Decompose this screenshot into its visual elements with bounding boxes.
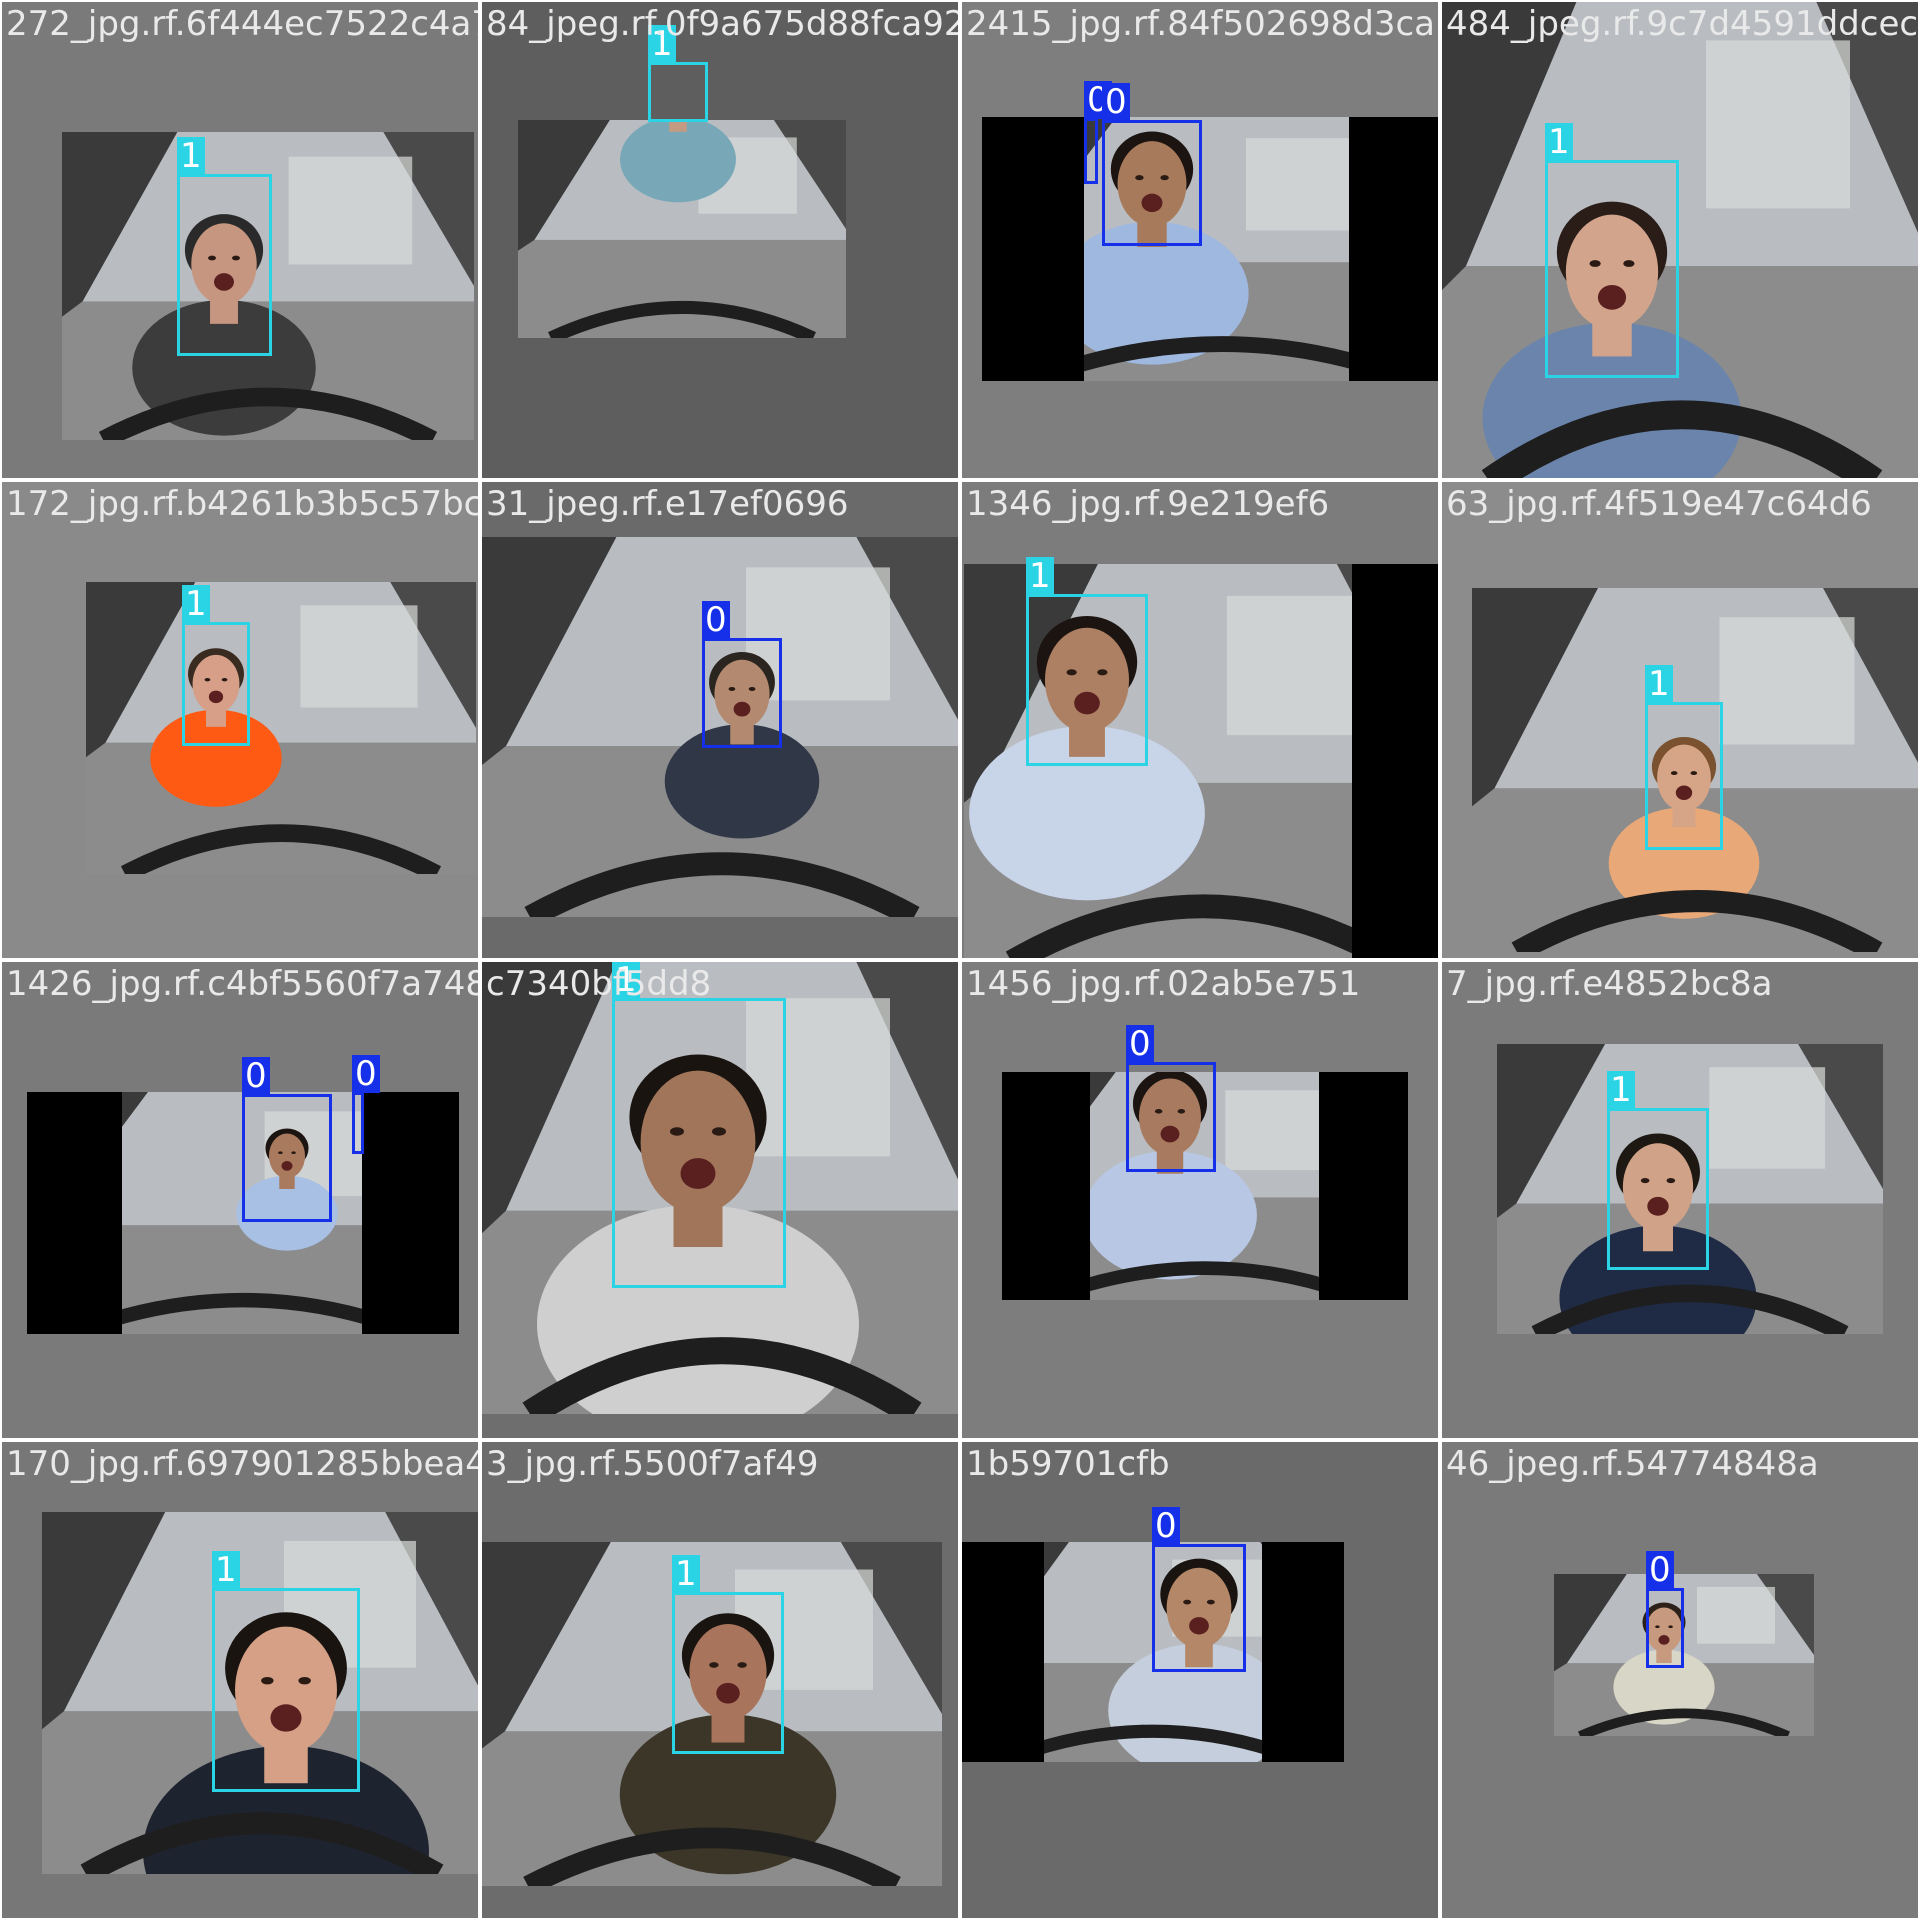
detection-class-label: 1 (612, 962, 640, 999)
driver-photo (42, 1512, 478, 1874)
driver-photo (1497, 1044, 1883, 1334)
image-filename-label: 170_jpg.rf.697901285bbea4 (6, 1444, 480, 1484)
image-filename-label: 1346_jpg.rf.9e219ef6 (966, 484, 1330, 524)
driver-photo (1472, 588, 1918, 952)
letterbox-bar (982, 117, 1084, 381)
detection-box: 0 (1102, 83, 1202, 246)
detection-class-label: 0 (352, 1055, 380, 1093)
mosaic-tile: 1 63_jpg.rf.4f519e47c64d6 (1440, 480, 1920, 960)
image-filename-label: 272_jpg.rf.6f444ec7522c4a79 (6, 4, 480, 44)
letterbox-bar (27, 1092, 122, 1334)
driver-photo (518, 120, 846, 338)
driver-photo (482, 537, 958, 917)
image-filename-label: 84_jpeg.rf.0f9a675d88fca92c71 (486, 4, 958, 44)
letterbox-bar (362, 1092, 459, 1334)
image-filename-label: 2415_jpg.rf.84f502698d3ca1 (966, 4, 1440, 44)
detection-box: 0 (242, 1057, 332, 1222)
detection-box: 1 (612, 962, 786, 1288)
detection-class-label: 1 (1545, 123, 1573, 161)
image-filename-label: 31_jpeg.rf.e17ef0696 (486, 484, 849, 524)
mosaic-tile: 1 484_jpeg.rf.9c7d4591ddcec (1440, 0, 1920, 480)
mosaic-tile: 1 170_jpg.rf.697901285bbea4 (0, 1440, 480, 1920)
mosaic-tile: 1 1346_jpg.rf.9e219ef6 (960, 480, 1440, 960)
image-filename-label: 172_jpg.rf.b4261b3b5c57bc (6, 484, 480, 524)
detection-class-label: 1 (672, 1555, 700, 1593)
detection-class-label: 1 (1026, 557, 1054, 595)
detection-class-label: 0 (702, 601, 730, 639)
letterbox-bar (962, 1542, 1044, 1762)
detection-class-label: 1 (212, 1551, 240, 1589)
image-filename-label: 63_jpg.rf.4f519e47c64d6 (1446, 484, 1872, 524)
detection-class-label: 0 (1126, 1025, 1154, 1063)
driver-photo (1442, 2, 1918, 478)
detection-box: 0 (702, 601, 782, 748)
mosaic-tile: 1 c7340bf5dd8 (480, 960, 960, 1440)
mosaic-tile: 0 31_jpeg.rf.e17ef0696 (480, 480, 960, 960)
detection-box: 1 (1607, 1071, 1709, 1270)
image-filename-label: 484_jpeg.rf.9c7d4591ddcec (1446, 4, 1919, 44)
detection-class-label: 0 (242, 1057, 270, 1095)
driver-photo (86, 582, 476, 874)
detection-class-label: 1 (177, 137, 205, 175)
image-filename-label: 1426_jpg.rf.c4bf5560f7a748 (6, 964, 480, 1004)
mosaic-tile: 0 0 2415_jpg.rf.84f502698d3ca1 (960, 0, 1440, 480)
mosaic-tile: 0 0 1426_jpg.rf.c4bf5560f7a748 (0, 960, 480, 1440)
detection-box: 1 (1545, 123, 1679, 378)
letterbox-bar (1319, 1072, 1408, 1300)
mosaic-tile: 0 1456_jpg.rf.02ab5e751 (960, 960, 1440, 1440)
mosaic-tile: 0 46_jpeg.rf.54774848a (1440, 1440, 1920, 1920)
driver-photo (1554, 1574, 1814, 1736)
mosaic-tile: 1 3_jpg.rf.5500f7af49 (480, 1440, 960, 1920)
detection-class-label: 1 (1607, 1071, 1635, 1109)
image-filename-label: 7_jpg.rf.e4852bc8a (1446, 964, 1773, 1004)
detection-class-label: 0 (1646, 1551, 1674, 1589)
detection-box: 1 (177, 137, 272, 356)
letterbox-bar (1002, 1072, 1090, 1300)
image-filename-label: c7340bf5dd8 (486, 964, 712, 1004)
driver-photo (482, 962, 958, 1414)
mosaic-tile: 184_jpeg.rf.0f9a675d88fca92c71 (480, 0, 960, 480)
mosaic-tile: 1 272_jpg.rf.6f444ec7522c4a79 (0, 0, 480, 480)
image-filename-label: 3_jpg.rf.5500f7af49 (486, 1444, 819, 1484)
image-filename-label: 1b59701cfb (966, 1444, 1170, 1484)
mosaic-tile: 1 172_jpg.rf.b4261b3b5c57bc (0, 480, 480, 960)
driver-photo (482, 1542, 942, 1886)
detection-class-label: 1 (182, 585, 210, 623)
image-filename-label: 1456_jpg.rf.02ab5e751 (966, 964, 1361, 1004)
image-filename-label: 46_jpeg.rf.54774848a (1446, 1444, 1819, 1484)
detection-box: 0 (1126, 1025, 1216, 1172)
detection-box: 0 (1646, 1551, 1684, 1668)
detection-class-label: 0 (1152, 1507, 1180, 1545)
letterbox-bar (1352, 564, 1438, 958)
detection-box: 1 (648, 25, 708, 122)
detection-box: 0 (1084, 81, 1112, 184)
detection-box: 1 (182, 585, 250, 746)
detection-class-label: 1 (1645, 665, 1673, 703)
detection-box: 1 (1026, 557, 1148, 766)
detection-box: 0 (1152, 1507, 1246, 1672)
detection-box: 1 (1645, 665, 1723, 850)
letterbox-bar (1262, 1542, 1344, 1762)
letterbox-bar (1349, 117, 1438, 381)
detection-box: 1 (212, 1551, 360, 1792)
detection-box: 0 (352, 1055, 380, 1154)
detection-class-label: 0 (1102, 83, 1130, 121)
detection-box: 1 (672, 1555, 784, 1754)
mosaic-tile: 0 1b59701cfb (960, 1440, 1440, 1920)
mosaic-tile: 1 7_jpg.rf.e4852bc8a (1440, 960, 1920, 1440)
detection-class-label: 1 (648, 25, 676, 63)
